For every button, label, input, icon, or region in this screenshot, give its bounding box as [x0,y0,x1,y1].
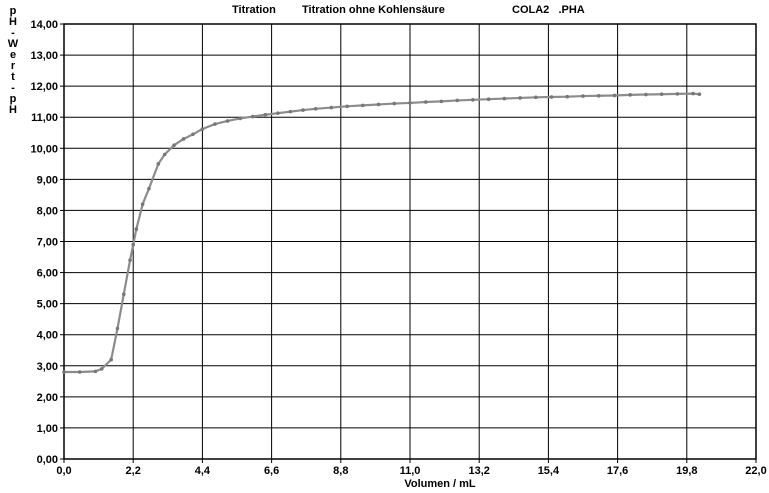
data-point [518,96,522,100]
data-point [581,94,585,98]
data-point [644,92,648,97]
data-point [549,95,554,99]
data-point [534,95,538,100]
data-point [225,119,230,123]
header-mode: Titration [232,4,276,16]
y-tick-label: 9,00 [37,174,58,186]
data-point [62,370,66,374]
data-point [288,109,293,114]
header-file: COLA2 .PHA [512,4,585,16]
data-point [181,137,186,141]
data-point [77,370,82,374]
data-point [128,258,132,262]
y-axis-label-char: t [11,71,15,83]
y-axis-label-char: p [9,5,17,17]
titration-curve [64,92,700,374]
y-tick-label: 13,00 [30,50,58,62]
data-point [565,94,570,99]
x-tick-label: 19,8 [676,465,697,477]
y-tick-label: 8,00 [37,205,58,217]
data-point [131,242,135,247]
data-point [172,143,176,147]
data-point [376,102,381,107]
y-tick-label: 14,00 [30,19,58,31]
data-point [691,91,695,96]
data-point [392,101,397,106]
data-point [628,93,632,97]
plot-frame [63,23,757,460]
x-tick-label: 15,4 [538,465,560,477]
data-point [596,93,601,98]
data-point [156,162,161,166]
y-tick-label: 6,00 [37,268,58,280]
data-point [486,97,491,101]
header-description: Titration ohne Kohlensäure [302,4,445,16]
y-tick-label: 11,00 [31,112,58,124]
data-point [250,114,255,119]
data-point [659,92,664,97]
y-tick-label: 3,00 [37,361,58,373]
data-point [313,107,318,111]
y-tick-label: 4,00 [37,330,58,342]
y-axis-label-char: e [9,49,17,61]
y-axis-label-char: - [11,27,15,39]
y-axis-label-char: p [9,93,17,105]
y-axis-label-char: H [9,104,17,116]
data-point [213,122,217,126]
y-axis-label-char: r [10,60,16,72]
data-point [697,92,702,97]
x-tick-label: 2,2 [126,465,141,477]
x-tick-label: 6,6 [264,465,279,477]
data-point [502,96,507,101]
data-point [471,98,475,102]
data-point [121,292,126,297]
data-point [263,112,268,117]
data-point [329,105,334,110]
x-tick-label: 13,2 [468,465,489,477]
y-tick-label: 0,00 [37,454,58,466]
data-point [140,202,145,207]
data-point [301,108,305,112]
data-point [408,101,412,105]
data-point [109,357,113,362]
y-tick-label: 5,00 [37,299,58,311]
y-axis-label-char: W [7,38,19,50]
x-axis-label: Volumen / mL [404,478,476,490]
data-point [99,367,104,371]
data-point [115,326,120,331]
data-point [455,98,459,103]
data-point [423,100,428,104]
data-point [238,116,242,121]
data-point [162,152,167,157]
y-tick-label: 12,00 [30,81,58,93]
y-axis-label-char: H [9,16,17,28]
data-point [147,186,151,191]
x-tick-label: 11,0 [400,465,421,477]
y-tick-label: 7,00 [37,237,58,249]
x-tick-label: 17,6 [607,465,628,477]
y-tick-label: 1,00 [37,423,58,435]
x-tick-label: 8,8 [333,465,348,477]
y-tick-label: 10,00 [30,143,58,155]
data-point [276,111,280,115]
data-point [93,369,98,374]
data-point [345,104,349,109]
data-point [439,99,444,104]
data-point [200,127,205,131]
data-point [612,93,617,98]
data-point [191,132,195,137]
y-axis-label-char: - [11,82,15,94]
y-tick-label: 2,00 [37,392,58,404]
x-tick-label: 0,0 [56,465,71,477]
data-point [361,103,365,108]
x-tick-label: 4,4 [195,465,211,477]
x-tick-label: 22,0 [745,465,766,477]
data-point [134,227,139,231]
data-point [675,92,680,96]
